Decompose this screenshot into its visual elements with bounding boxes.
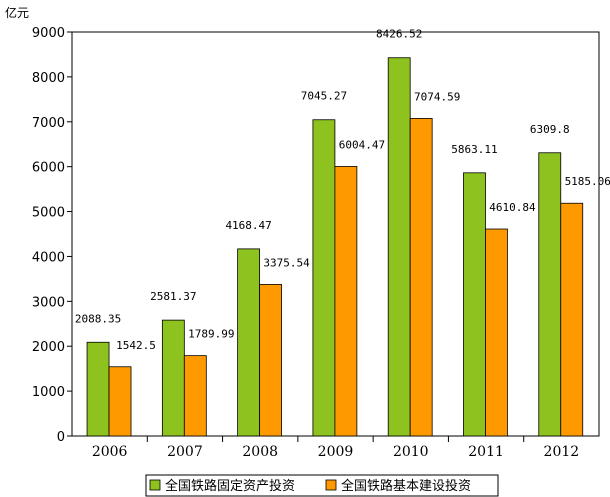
y-tick-label: 3000: [32, 295, 65, 310]
data-label-series-1: 2088.35: [75, 312, 121, 325]
data-label-series-1: 6309.8: [530, 123, 570, 136]
x-tick-label: 2010: [393, 444, 429, 460]
data-label-series-2: 3375.54: [263, 256, 310, 269]
y-tick-label: 0: [57, 430, 65, 445]
x-tick-label: 2007: [167, 444, 203, 460]
y-tick-label: 8000: [32, 71, 65, 86]
legend-frame: [145, 474, 499, 497]
legend-label-series-2: 全国铁路基本建设投资: [341, 478, 471, 494]
data-label-series-1: 2581.37: [150, 290, 196, 303]
data-label-series-2: 4610.84: [489, 201, 536, 214]
data-label-series-1: 7045.27: [301, 90, 347, 103]
bar-series-2-2010: [409, 118, 433, 437]
data-label-series-1: 4168.47: [225, 219, 271, 232]
data-label-series-2: 1789.99: [188, 328, 234, 341]
x-tick-label: 2006: [92, 444, 128, 460]
bar-series-2-2008: [259, 284, 282, 437]
bar-series-1-2011: [463, 172, 486, 437]
legend-swatch-series-1: [149, 479, 161, 491]
data-label-series-2: 1542.5: [116, 339, 156, 352]
bars-group: [86, 57, 584, 437]
x-tick-label: 2012: [544, 444, 580, 460]
bar-series-1-2010: [387, 57, 411, 437]
data-label-series-2: 7074.59: [414, 90, 460, 103]
x-tick-label: 2008: [242, 444, 278, 460]
legend-label-series-1: 全国铁路固定资产投资: [165, 478, 295, 494]
bar-series-1-2012: [538, 152, 562, 437]
bar-series-2-2006: [108, 366, 132, 437]
y-tick-label: 2000: [32, 340, 65, 355]
x-axis: 2006 2007 2008 2009 2010 2011 2012: [92, 436, 579, 460]
bar-series-1-2009: [312, 119, 336, 437]
x-tick-label: 2011: [468, 444, 504, 460]
bar-series-2-2011: [485, 228, 508, 437]
x-tick-label: 2009: [318, 444, 354, 460]
data-label-series-2: 5185.06: [565, 175, 610, 188]
y-tick-label: 9000: [32, 26, 65, 41]
data-label-series-2: 6004.47: [339, 138, 385, 151]
legend: 全国铁路固定资产投资 全国铁路基本建设投资: [145, 474, 499, 497]
bar-series-2-2009: [334, 166, 358, 437]
data-label-series-1: 5863.11: [451, 143, 497, 156]
data-labels-group: 2088.35 2581.37 4168.47 7045.27 8426.52 5863.…: [75, 28, 610, 352]
y-tick-label: 4000: [32, 250, 65, 265]
y-axis-unit-label: 亿元: [5, 5, 29, 20]
bar-series-2-2012: [560, 202, 584, 437]
bar-series-1-2006: [86, 341, 110, 437]
y-axis: 0 1000 2000 3000 4000 5000 6000 7000 8000 9000: [32, 26, 72, 445]
y-tick-label: 6000: [32, 161, 65, 176]
bar-series-1-2007: [161, 319, 185, 437]
bar-series-1-2008: [237, 248, 261, 437]
legend-swatch-series-2: [325, 479, 337, 491]
data-label-series-1: 8426.52: [376, 28, 422, 41]
y-tick-label: 1000: [32, 385, 65, 400]
y-tick-label: 5000: [32, 206, 65, 221]
bar-series-2-2007: [183, 355, 207, 437]
y-tick-label: 7000: [32, 116, 65, 131]
